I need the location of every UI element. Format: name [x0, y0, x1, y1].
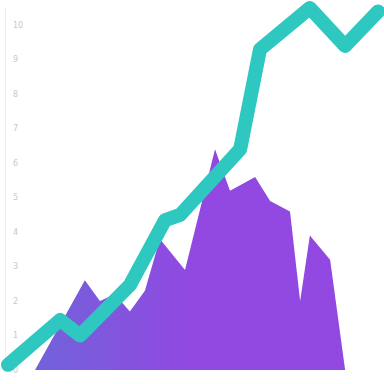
svg-text:6: 6 [13, 159, 18, 168]
svg-text:8: 8 [13, 90, 18, 99]
svg-text:10: 10 [13, 21, 23, 30]
svg-text:4: 4 [13, 228, 18, 237]
svg-text:5: 5 [13, 193, 18, 202]
svg-text:3: 3 [13, 262, 18, 271]
svg-text:2: 2 [13, 297, 18, 306]
svg-text:1: 1 [13, 331, 18, 340]
svg-text:0: 0 [13, 365, 19, 375]
svg-text:9: 9 [13, 55, 18, 64]
svg-text:7: 7 [13, 124, 18, 133]
